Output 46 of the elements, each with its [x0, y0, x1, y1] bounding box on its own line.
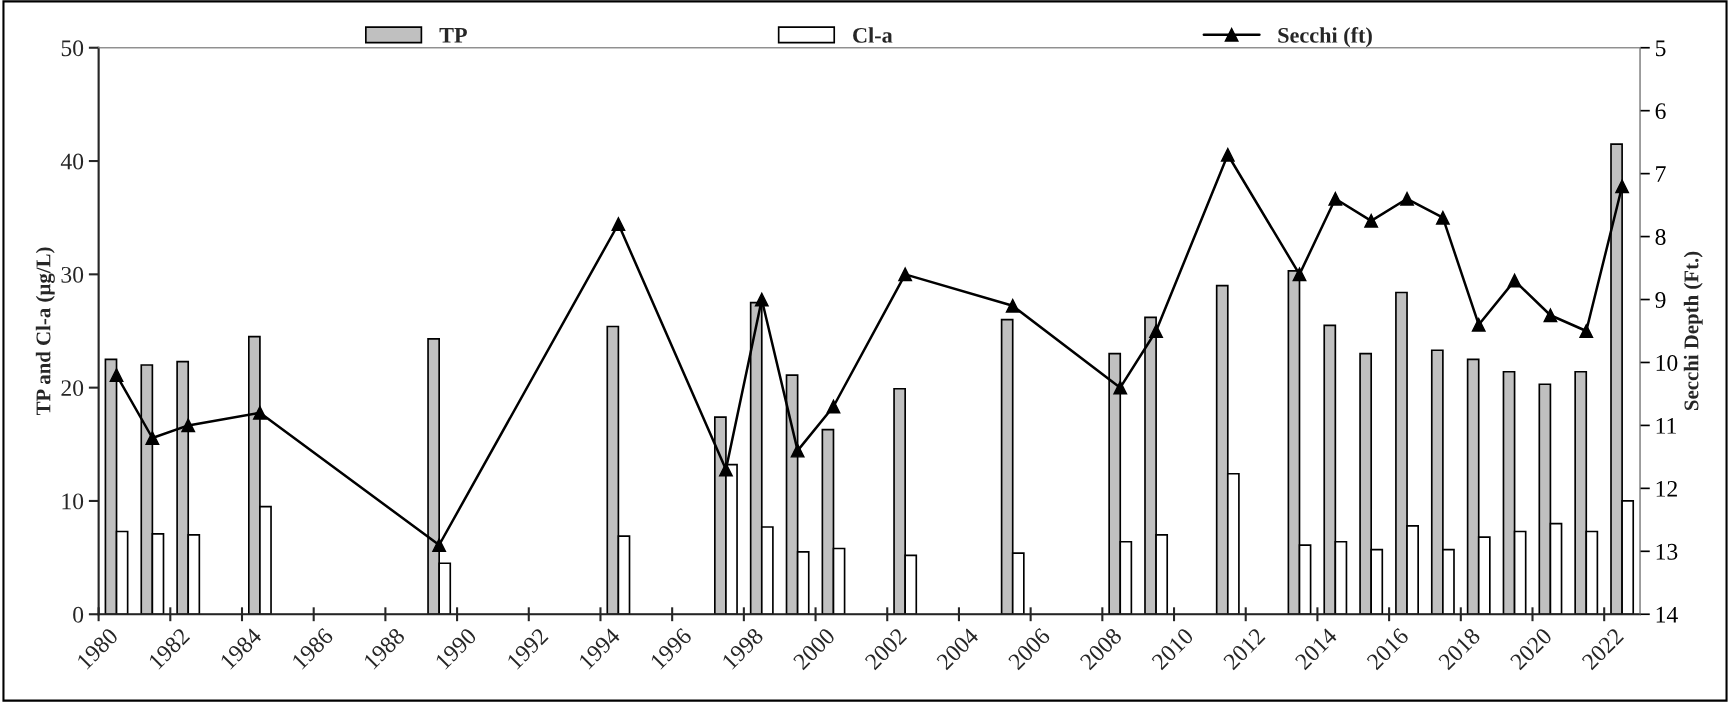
y-tick-label: 20: [61, 380, 84, 397]
point: [1292, 267, 1307, 282]
y2-tick-label: 7: [1656, 166, 1666, 182]
point: [611, 217, 626, 231]
point: [1400, 191, 1414, 206]
point: [181, 418, 196, 433]
point: [145, 431, 160, 445]
point: [790, 443, 805, 458]
point: [1005, 298, 1020, 313]
y2-tick-label: 11: [1656, 418, 1676, 434]
point: [252, 405, 267, 420]
point: [1113, 380, 1128, 395]
y-tick-label: 0: [73, 606, 84, 623]
y2-tick-label: 8: [1655, 229, 1666, 245]
point: [1507, 273, 1522, 288]
legend-label: Secchi (ft): [1278, 26, 1372, 48]
y-tick-label: 40: [60, 153, 84, 170]
point: [1471, 317, 1486, 332]
y2-tick-label: 6: [1655, 103, 1666, 120]
point: [432, 538, 447, 552]
legend-label: Cl-a: [853, 27, 893, 43]
point: [898, 267, 913, 282]
point: [1364, 213, 1379, 228]
point: [1579, 324, 1594, 338]
y-tick-label: 50: [61, 40, 84, 57]
legend-label: TP: [439, 28, 467, 43]
point: [1543, 308, 1558, 323]
point: [718, 462, 733, 477]
y2-tick-label: 10: [1656, 354, 1678, 371]
y-axis-title: TP and Cl-a (µg/L): [35, 247, 55, 416]
y2-tick-label: 14: [1656, 606, 1678, 623]
point: [1328, 191, 1343, 206]
point: [1149, 324, 1164, 338]
y2-tick-label: 9: [1655, 292, 1666, 308]
point: [1615, 179, 1630, 194]
point: [826, 399, 841, 414]
point: [754, 292, 769, 307]
point: [1435, 210, 1450, 225]
y2-tick-label: 12: [1656, 480, 1677, 497]
y2-tick-label: 13: [1656, 543, 1678, 560]
y-tick-label: 30: [61, 266, 84, 283]
point: [109, 368, 124, 383]
y2-axis-title: Secchi Depth (Ft.): [1683, 251, 1703, 411]
y-tick-label: 10: [62, 493, 84, 510]
y2-tick-label: 5: [1656, 40, 1666, 57]
point: [1220, 147, 1235, 162]
